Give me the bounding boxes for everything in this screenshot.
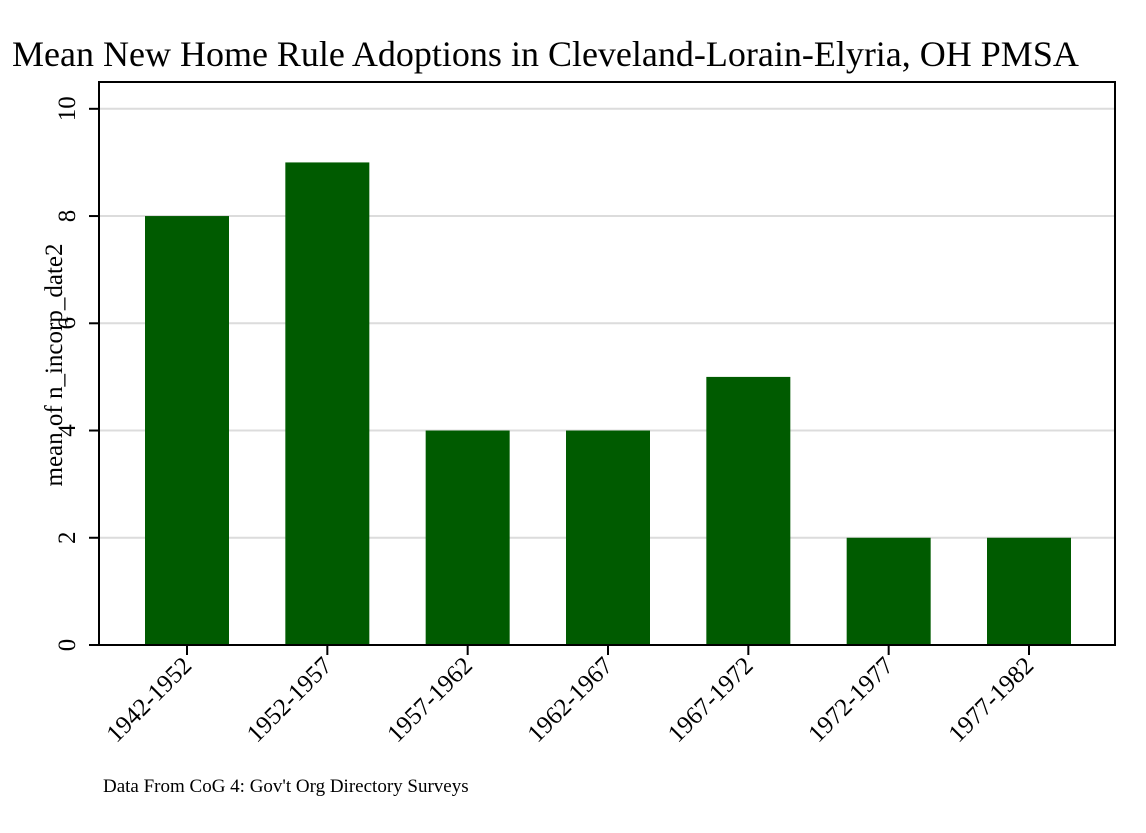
bar-1942-1952 [145,216,229,646]
y-tick-label: 2 [54,532,81,545]
chart-title: Mean New Home Rule Adoptions in Clevelan… [12,34,1079,74]
y-tick-label: 6 [54,317,81,330]
x-tick-label: 1962-1967 [523,652,619,748]
bar-1952-1957 [285,162,370,645]
y-axis-label: mean of n_incorp_date2 [41,244,68,487]
y-tick-label: 8 [54,210,81,223]
bar-1957-1962 [425,430,510,645]
x-tick-label: 1952-1957 [242,652,338,748]
x-tick-label: 1972-1977 [803,652,899,748]
y-axis-ticks: 0 2 4 6 8 10 [54,96,99,651]
bar-1972-1977 [846,537,931,645]
x-tick-label: 1957-1962 [382,652,478,748]
y-tick-label: 10 [54,96,81,121]
bar-1967-1972 [706,376,791,645]
source-note: Data From CoG 4: Gov't Org Directory Sur… [103,776,469,797]
gridlines [99,107,1115,539]
bars [145,162,1071,646]
y-tick-label: 0 [54,639,81,652]
x-tick-label: 1942-1952 [102,652,198,748]
y-tick-label: 4 [54,424,81,437]
bar-1962-1967 [566,430,650,645]
x-tick-label: 1977-1982 [944,652,1040,748]
x-axis-ticks: 1942-1952 1952-1957 1957-1962 1962-1967 1967… [102,645,1040,748]
bar-1977-1982 [987,537,1071,645]
x-tick-label: 1967-1972 [663,652,759,748]
